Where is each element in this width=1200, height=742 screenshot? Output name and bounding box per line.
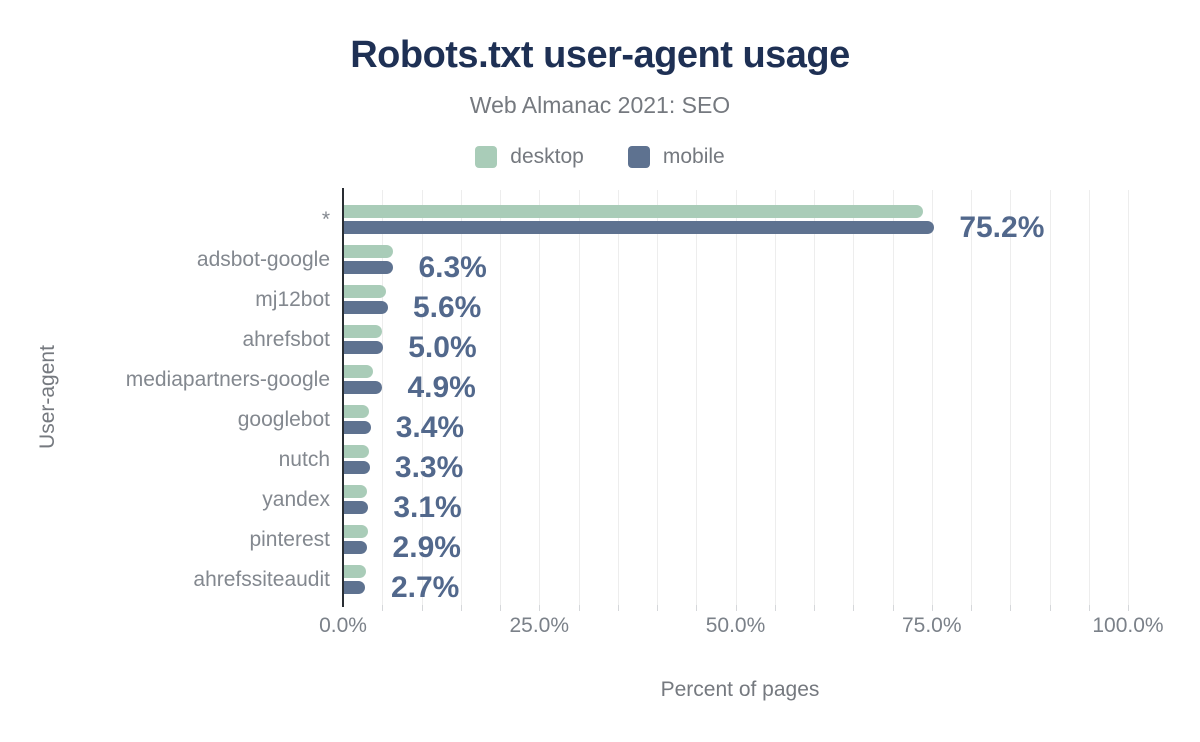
y-axis-title: User-agent [36,345,59,449]
bar-mobile[interactable] [344,221,935,234]
gridline [892,190,894,605]
axis-tick [1049,605,1051,611]
bar-mobile[interactable] [344,501,369,514]
axis-tick [735,605,737,611]
gridline [1088,190,1090,605]
x-tick-label: 0.0% [319,614,367,637]
gridline [539,190,541,605]
bar-desktop[interactable] [344,245,393,258]
y-axis-line [342,188,344,607]
category-label: yandex [262,487,330,511]
category-label: adsbot-google [196,247,330,271]
bar-mobile[interactable] [344,261,394,274]
gridline [696,190,698,605]
gridline [460,190,462,605]
bar-mobile[interactable] [344,421,371,434]
axis-tick [853,605,855,611]
gridline [1010,190,1012,605]
x-tick-label: 25.0% [509,614,570,637]
gridline [382,190,384,605]
chart-subtitle: Web Almanac 2021: SEO [469,92,731,118]
bar-desktop[interactable] [344,445,370,458]
bar-desktop[interactable] [344,405,370,418]
gridline [657,190,658,605]
bar-desktop[interactable] [344,565,366,578]
gridline [853,190,855,605]
value-label: 75.2% [959,210,1045,244]
legend-item-desktop[interactable]: desktop [475,145,584,169]
mobile-swatch-icon [627,146,650,168]
bar-desktop[interactable] [344,365,374,378]
value-label: 6.3% [418,250,487,284]
gridline [1049,190,1051,605]
value-label: 3.4% [395,410,465,444]
gridline [735,190,737,605]
axis-tick [539,605,541,611]
x-axis-title: Percent of pages [660,678,820,701]
category-label: mediapartners-google [125,367,330,391]
gridline [774,190,776,605]
axis-tick [460,605,462,611]
chart-title: Robots.txt user-agent usage [350,34,850,76]
axis-tick [382,605,384,611]
bar-desktop[interactable] [344,285,387,298]
bar-mobile[interactable] [344,461,370,474]
bar-desktop[interactable] [344,525,368,538]
x-tick-label: 50.0% [705,614,766,637]
gridline [500,190,501,605]
value-label: 3.1% [393,490,462,524]
legend-label-mobile: mobile [662,145,725,168]
bar-desktop[interactable] [344,205,924,218]
x-tick-label: 100.0% [1092,614,1164,637]
value-label: 2.7% [390,570,460,604]
axis-tick [657,605,658,611]
category-label: mj12bot [255,287,330,311]
legend-label-desktop: desktop [510,145,584,168]
value-label: 3.3% [394,450,464,484]
axis-tick [1010,605,1012,611]
gridline [814,190,815,605]
axis-tick [814,605,815,611]
legend: desktop mobile [0,142,1200,172]
legend-item-mobile[interactable]: mobile [627,145,725,169]
axis-tick [1128,605,1129,611]
category-label: nutch [278,447,330,471]
category-label: ahrefsbot [242,327,330,351]
axis-tick [892,605,894,611]
axis-tick [578,605,580,611]
axis-tick [1088,605,1090,611]
bar-mobile[interactable] [344,301,388,314]
bar-mobile[interactable] [344,581,366,594]
desktop-swatch-icon [475,146,498,168]
gridline [578,190,580,605]
gridline [971,190,972,605]
axis-tick [421,605,423,611]
axis-tick [971,605,972,611]
category-label: pinterest [249,527,330,551]
category-label: * [321,207,330,231]
gridline [931,190,933,605]
axis-tick [617,605,619,611]
value-label: 5.0% [408,330,477,364]
bar-mobile[interactable] [344,541,367,554]
bar-mobile[interactable] [344,381,383,394]
axis-tick [931,605,933,611]
x-tick-label: 75.0% [901,614,962,637]
gridline [617,190,619,605]
bar-desktop[interactable] [344,325,383,338]
axis-tick [774,605,776,611]
value-label: 4.9% [407,370,476,404]
value-label: 2.9% [392,530,461,564]
gridline [1128,190,1129,605]
category-label: ahrefssiteaudit [193,567,330,591]
axis-tick [696,605,698,611]
value-label: 5.6% [412,290,482,324]
category-label: googlebot [237,407,330,431]
bar-desktop[interactable] [344,485,367,498]
axis-tick [500,605,501,611]
gridline [421,190,423,605]
bar-mobile[interactable] [344,341,384,354]
